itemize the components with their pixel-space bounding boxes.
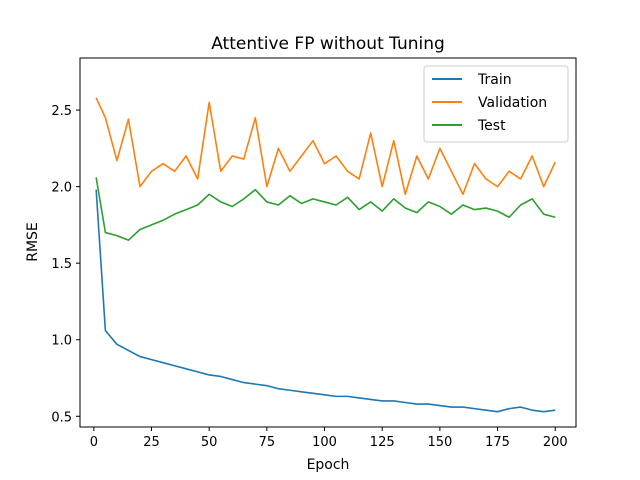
legend-label-train: Train — [477, 72, 512, 88]
x-tick-label: 200 — [543, 435, 568, 450]
plot-frame — [79, 57, 577, 428]
chart-title: Attentive FP without Tuning — [211, 34, 445, 54]
x-tick-label: 175 — [485, 435, 510, 450]
legend-box — [423, 65, 569, 143]
x-tick-label: 25 — [143, 435, 160, 450]
y-tick-label: 1.0 — [51, 334, 72, 349]
series-line-test — [95, 177, 556, 241]
x-tick-label: 150 — [427, 435, 452, 450]
y-tick-label: 2.5 — [51, 104, 72, 119]
legend-label-test: Test — [477, 118, 506, 134]
y-tick-label: 2.0 — [51, 181, 72, 196]
x-tick-label: 100 — [312, 435, 337, 450]
x-tick-label: 75 — [259, 435, 276, 450]
x-tick-label: 0 — [90, 435, 98, 450]
y-axis-label: RMSE — [25, 222, 41, 262]
series-line-train — [95, 189, 556, 413]
x-tick-label: 125 — [370, 435, 395, 450]
y-axis-ticks: 0.5 1.0 1.5 2.0 2.5 — [51, 104, 80, 425]
series-line-validation — [95, 97, 556, 196]
series-layer — [95, 97, 556, 413]
legend: Train Validation Test — [423, 65, 569, 143]
x-axis-ticks: 0 25 50 75 100 125 150 175 200 — [90, 427, 568, 450]
legend-label-validation: Validation — [478, 95, 547, 111]
x-axis-label: Epoch — [307, 457, 350, 473]
y-tick-label: 1.5 — [51, 257, 72, 272]
x-tick-label: 50 — [201, 435, 218, 450]
y-tick-label: 0.5 — [51, 410, 72, 425]
